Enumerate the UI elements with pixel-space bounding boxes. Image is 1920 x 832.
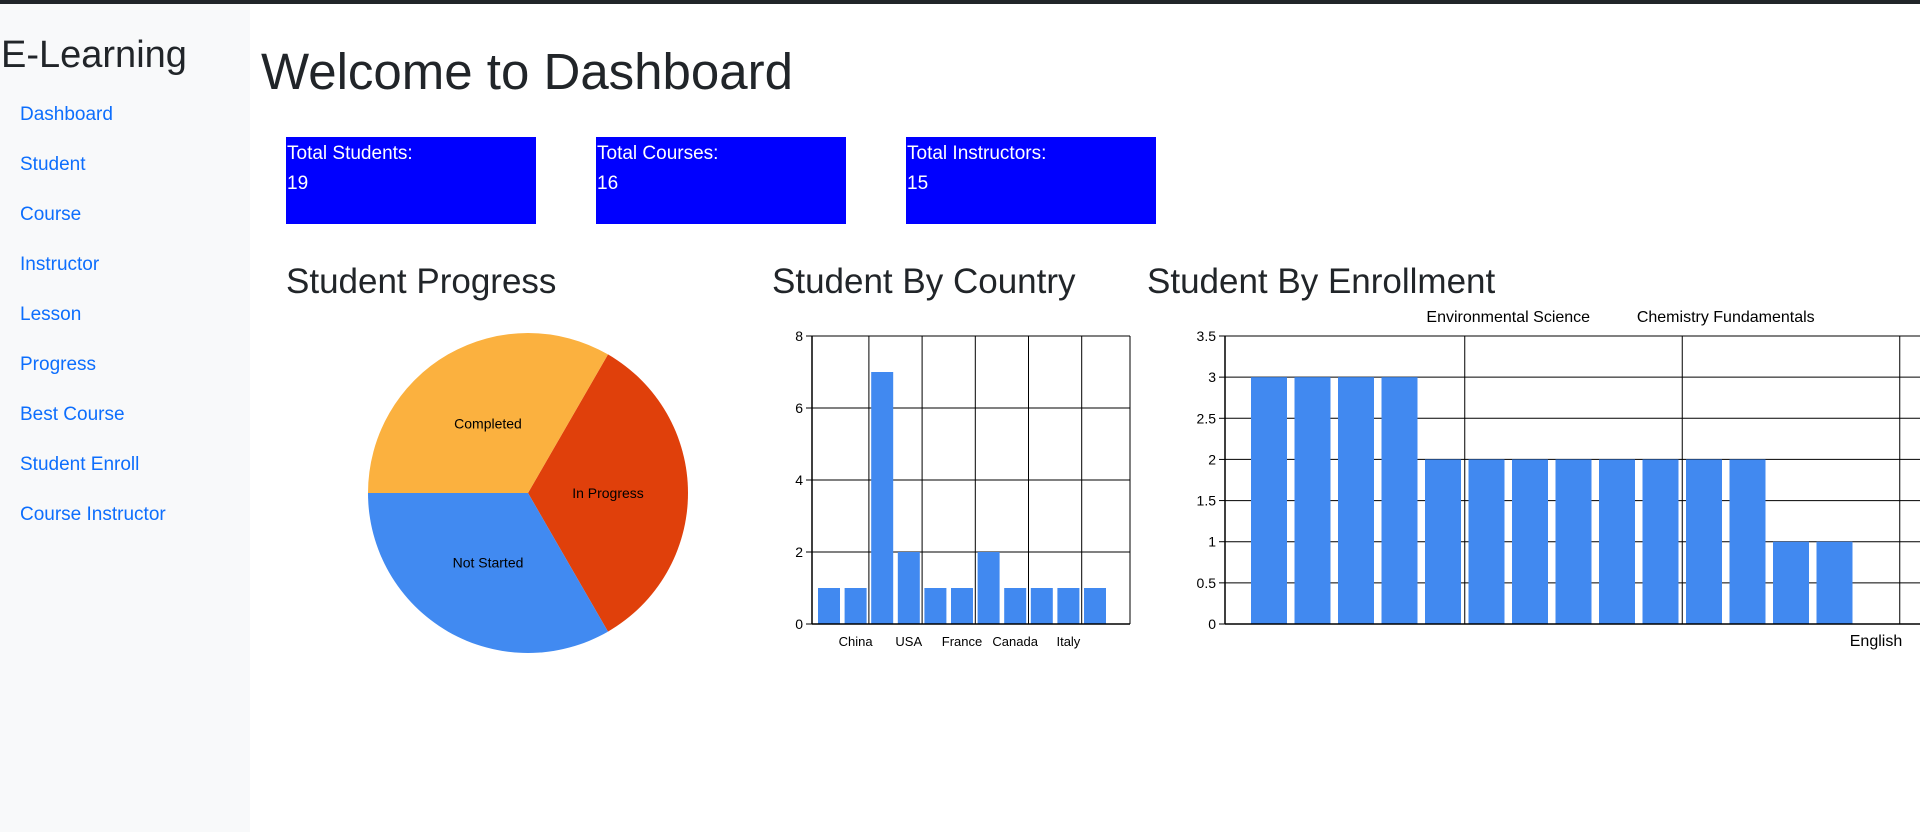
student-progress-pie-chart: In Progress Not Started Completed: [368, 333, 688, 653]
country-chart-xtick-label: China: [839, 634, 874, 649]
stat-label-courses: Total Courses:: [597, 143, 719, 164]
enroll-chart-bar: [1773, 541, 1809, 624]
enroll-chart-bar: [1338, 377, 1374, 624]
country-chart-ytick-label: 6: [795, 400, 803, 416]
pie-label-in-progress: In Progress: [572, 485, 644, 501]
enroll-chart-bar: [1642, 459, 1679, 624]
sidebar-link-student[interactable]: Student: [20, 154, 86, 175]
pie-slice-completed: [368, 333, 608, 493]
country-chart-ytick-label: 2: [795, 544, 803, 560]
sidebar-nav: Dashboard Student Course Instructor Less…: [20, 100, 166, 550]
enroll-chart-bar: [1512, 459, 1548, 624]
country-chart-ytick-label: 0: [795, 616, 803, 632]
sidebar-item-progress: Progress: [20, 350, 166, 400]
stat-label-instructors: Total Instructors:: [907, 143, 1047, 164]
student-by-country-chart: 0 2 4 6 8 China USA France Canada Italy: [795, 328, 1131, 649]
top-border: [0, 0, 1920, 4]
sidebar-item-course-instructor: Course Instructor: [20, 500, 166, 550]
pie-label-completed: Completed: [454, 416, 522, 432]
enroll-chart-bar: [1686, 459, 1722, 624]
enroll-chart-bar: [1381, 377, 1418, 624]
sidebar-link-student-enroll[interactable]: Student Enroll: [20, 454, 140, 475]
sidebar-link-instructor[interactable]: Instructor: [20, 254, 100, 275]
app-brand: E-Learning: [1, 34, 187, 76]
stat-label-students: Total Students:: [287, 143, 413, 164]
enroll-chart-ytick-label: 0.5: [1197, 575, 1217, 591]
stat-value-courses: 16: [597, 173, 619, 194]
section-title-country: Student By Country: [772, 262, 1076, 301]
country-chart-xtick-label: France: [942, 634, 982, 649]
enroll-chart-bar: [1425, 459, 1461, 624]
enroll-chart-ytick-label: 2: [1208, 451, 1216, 467]
enroll-chart-xtick-label: Chemistry Fundamentals: [1637, 309, 1815, 326]
country-chart-bar: [844, 588, 867, 624]
country-chart-bar: [871, 372, 894, 624]
country-chart-bar: [1084, 588, 1106, 624]
enroll-chart-bar: [1599, 459, 1635, 624]
section-title-enrollment: Student By Enrollment: [1147, 262, 1496, 301]
country-chart-xtick-label: USA: [895, 634, 922, 649]
country-chart-bar: [897, 552, 920, 624]
enroll-chart-xtick-label: Environmental Science: [1426, 309, 1590, 326]
section-title-progress: Student Progress: [286, 262, 557, 301]
sidebar-item-course: Course: [20, 200, 166, 250]
country-chart-xtick-label: Canada: [992, 634, 1038, 649]
sidebar: E-Learning Dashboard Student Course Inst…: [0, 4, 250, 832]
enroll-chart-ytick-label: 0: [1208, 616, 1216, 632]
enroll-chart-bar: [1251, 377, 1287, 624]
enroll-chart-xtick-label: English: [1850, 633, 1902, 650]
enroll-chart-bar: [1729, 459, 1766, 624]
stat-card-students: Total Students: 19: [286, 137, 536, 224]
sidebar-item-instructor: Instructor: [20, 250, 166, 300]
sidebar-link-progress[interactable]: Progress: [20, 354, 97, 375]
country-chart-bar: [1030, 588, 1053, 624]
sidebar-link-best-course[interactable]: Best Course: [20, 404, 125, 425]
enroll-chart-ytick-label: 3.5: [1197, 328, 1217, 344]
sidebar-link-course-instructor[interactable]: Course Instructor: [20, 504, 166, 525]
country-chart-bar: [977, 552, 1000, 624]
sidebar-link-dashboard[interactable]: Dashboard: [20, 104, 113, 125]
pie-slice-not-started: [368, 493, 608, 653]
sidebar-item-student-enroll: Student Enroll: [20, 450, 166, 500]
stat-card-instructors: Total Instructors: 15: [906, 137, 1156, 224]
enroll-chart-ytick-label: 2.5: [1197, 410, 1217, 426]
enroll-chart-ytick-label: 1.5: [1197, 493, 1217, 509]
sidebar-item-best-course: Best Course: [20, 400, 166, 450]
student-by-enrollment-chart: 0 0.5 1 1.5 2 2.5 3 3.5 Environmental Science Che…: [1197, 309, 1920, 650]
pie-slice-in-progress: [528, 354, 688, 632]
enroll-chart-ytick-label: 1: [1208, 534, 1216, 550]
enroll-chart-bar: [1294, 377, 1331, 624]
country-chart-ytick-label: 8: [795, 328, 803, 344]
enroll-chart-bar: [1468, 459, 1505, 624]
stat-value-instructors: 15: [907, 173, 929, 194]
country-chart-bar: [1057, 588, 1080, 624]
enroll-chart-bar: [1555, 459, 1592, 624]
country-chart-xtick-label: Italy: [1056, 634, 1080, 649]
sidebar-link-lesson[interactable]: Lesson: [20, 304, 82, 325]
sidebar-item-lesson: Lesson: [20, 300, 166, 350]
country-chart-bar: [818, 588, 840, 624]
enroll-chart-ytick-label: 3: [1208, 369, 1216, 385]
country-chart-ytick-label: 4: [795, 472, 803, 488]
sidebar-item-student: Student: [20, 150, 166, 200]
pie-label-not-started: Not Started: [453, 554, 524, 570]
stat-value-students: 19: [287, 173, 309, 194]
enroll-chart-bar: [1816, 541, 1853, 624]
sidebar-item-dashboard: Dashboard: [20, 100, 166, 150]
country-chart-bar: [1004, 588, 1027, 624]
sidebar-link-course[interactable]: Course: [20, 204, 82, 225]
page-title: Welcome to Dashboard: [261, 43, 793, 100]
country-chart-bar: [924, 588, 947, 624]
country-chart-bar: [951, 588, 973, 624]
stat-card-courses: Total Courses: 16: [596, 137, 846, 224]
